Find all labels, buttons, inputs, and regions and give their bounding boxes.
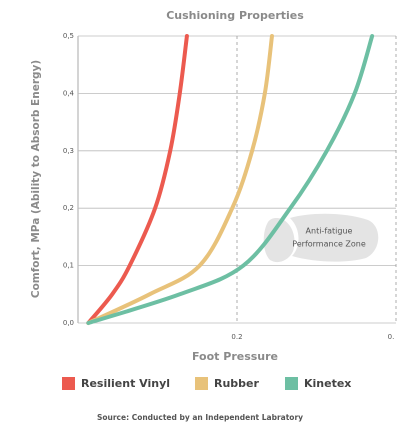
y-tick-label: 0,1 [63, 262, 74, 270]
legend-swatch [195, 377, 208, 390]
y-tick-label: 0,3 [63, 147, 74, 155]
legend-label: Rubber [214, 377, 260, 390]
annotation: Anti-fatigue [306, 227, 353, 236]
chart-title: Cushioning Properties [166, 9, 304, 22]
y-tick-label: 0,5 [63, 32, 74, 40]
line [86, 34, 189, 325]
y-axis-label: Comfort, MPa (Ability to Absorb Energy) [30, 60, 42, 298]
line [86, 34, 274, 325]
legend-label: Kinetex [304, 377, 351, 390]
x-tick-label: 0. [388, 333, 395, 341]
x-tick-label: 0.2 [231, 333, 242, 341]
line [86, 34, 375, 325]
legend-swatch [62, 377, 75, 390]
legend-label: Resilient Vinyl [81, 377, 170, 390]
annotation: Performance Zone [292, 240, 366, 249]
source: Source: Conducted by an Independent Labr… [97, 413, 303, 422]
y-tick-label: 0,2 [63, 204, 74, 212]
x-axis-label: Foot Pressure [192, 350, 278, 363]
footprint [263, 213, 379, 263]
legend-swatch [285, 377, 298, 390]
y-tick-label: 0,4 [63, 89, 75, 97]
y-tick-label: 0,0 [63, 319, 74, 327]
